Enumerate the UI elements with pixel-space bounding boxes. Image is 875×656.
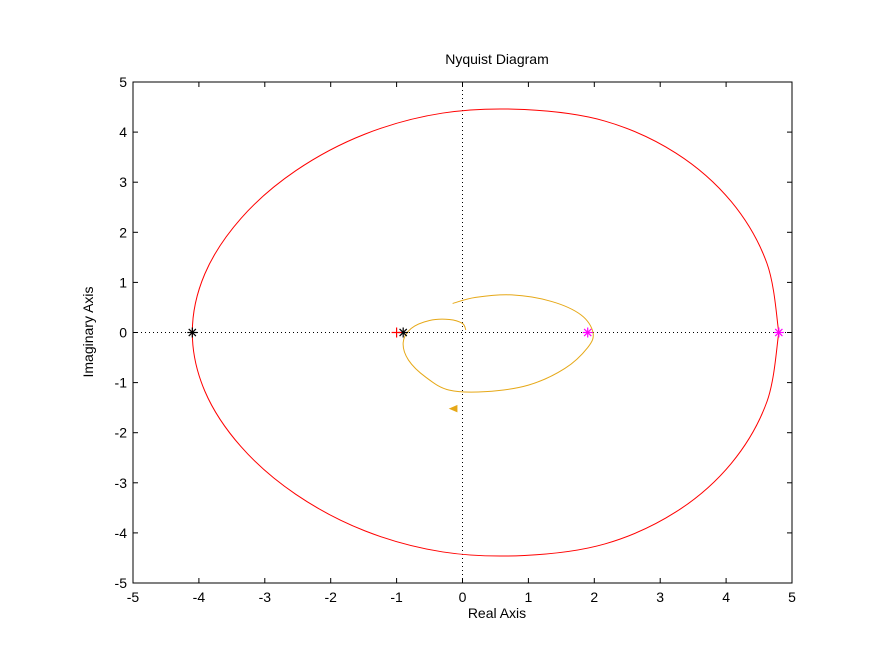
x-tick-label: -4 bbox=[193, 589, 206, 605]
y-tick-label: 4 bbox=[119, 124, 127, 140]
x-tick-label: -1 bbox=[390, 589, 403, 605]
y-axis-label: Imaginary Axis bbox=[80, 286, 96, 377]
star-marker bbox=[582, 327, 593, 338]
star-marker bbox=[187, 327, 198, 338]
x-tick-label: 5 bbox=[788, 589, 796, 605]
x-tick-label: 0 bbox=[459, 589, 467, 605]
marker-layer bbox=[187, 327, 784, 338]
x-tick-label: 2 bbox=[590, 589, 598, 605]
nyquist-curve-2 bbox=[402, 294, 594, 393]
y-tick-label: 2 bbox=[119, 224, 127, 240]
y-tick-label: -1 bbox=[115, 375, 128, 391]
y-tick-label: 5 bbox=[119, 74, 127, 90]
x-tick-label: -5 bbox=[127, 589, 140, 605]
direction-arrow bbox=[448, 404, 458, 413]
y-tick-label: -5 bbox=[115, 575, 128, 591]
x-tick-label: -2 bbox=[324, 589, 337, 605]
marker-stroke bbox=[583, 328, 592, 337]
x-tick-label: 1 bbox=[525, 589, 533, 605]
x-tick-label: -3 bbox=[259, 589, 272, 605]
y-tick-label: -3 bbox=[115, 475, 128, 491]
chart-title: Nyquist Diagram bbox=[445, 51, 548, 67]
y-axis-ticks: 5 4 3 2 1 0 -1 -2 -3 -4 -5 bbox=[115, 74, 792, 591]
y-tick-label: -4 bbox=[115, 525, 128, 541]
x-axis-label: Real Axis bbox=[468, 605, 526, 621]
plus-marker bbox=[391, 327, 402, 338]
y-tick-label: 0 bbox=[119, 325, 127, 341]
y-tick-label: -2 bbox=[115, 425, 128, 441]
marker-stroke bbox=[399, 328, 408, 337]
x-axis-ticks: -5 -4 -3 -2 -1 0 1 2 3 4 5 bbox=[127, 82, 796, 605]
y-tick-label: 3 bbox=[119, 174, 127, 190]
x-tick-label: 3 bbox=[656, 589, 664, 605]
marker-stroke bbox=[774, 328, 783, 337]
marker-stroke bbox=[188, 328, 197, 337]
plot-frame bbox=[132, 81, 793, 584]
star-marker bbox=[773, 327, 784, 338]
x-tick-label: 4 bbox=[722, 589, 730, 605]
y-tick-label: 1 bbox=[119, 274, 127, 290]
